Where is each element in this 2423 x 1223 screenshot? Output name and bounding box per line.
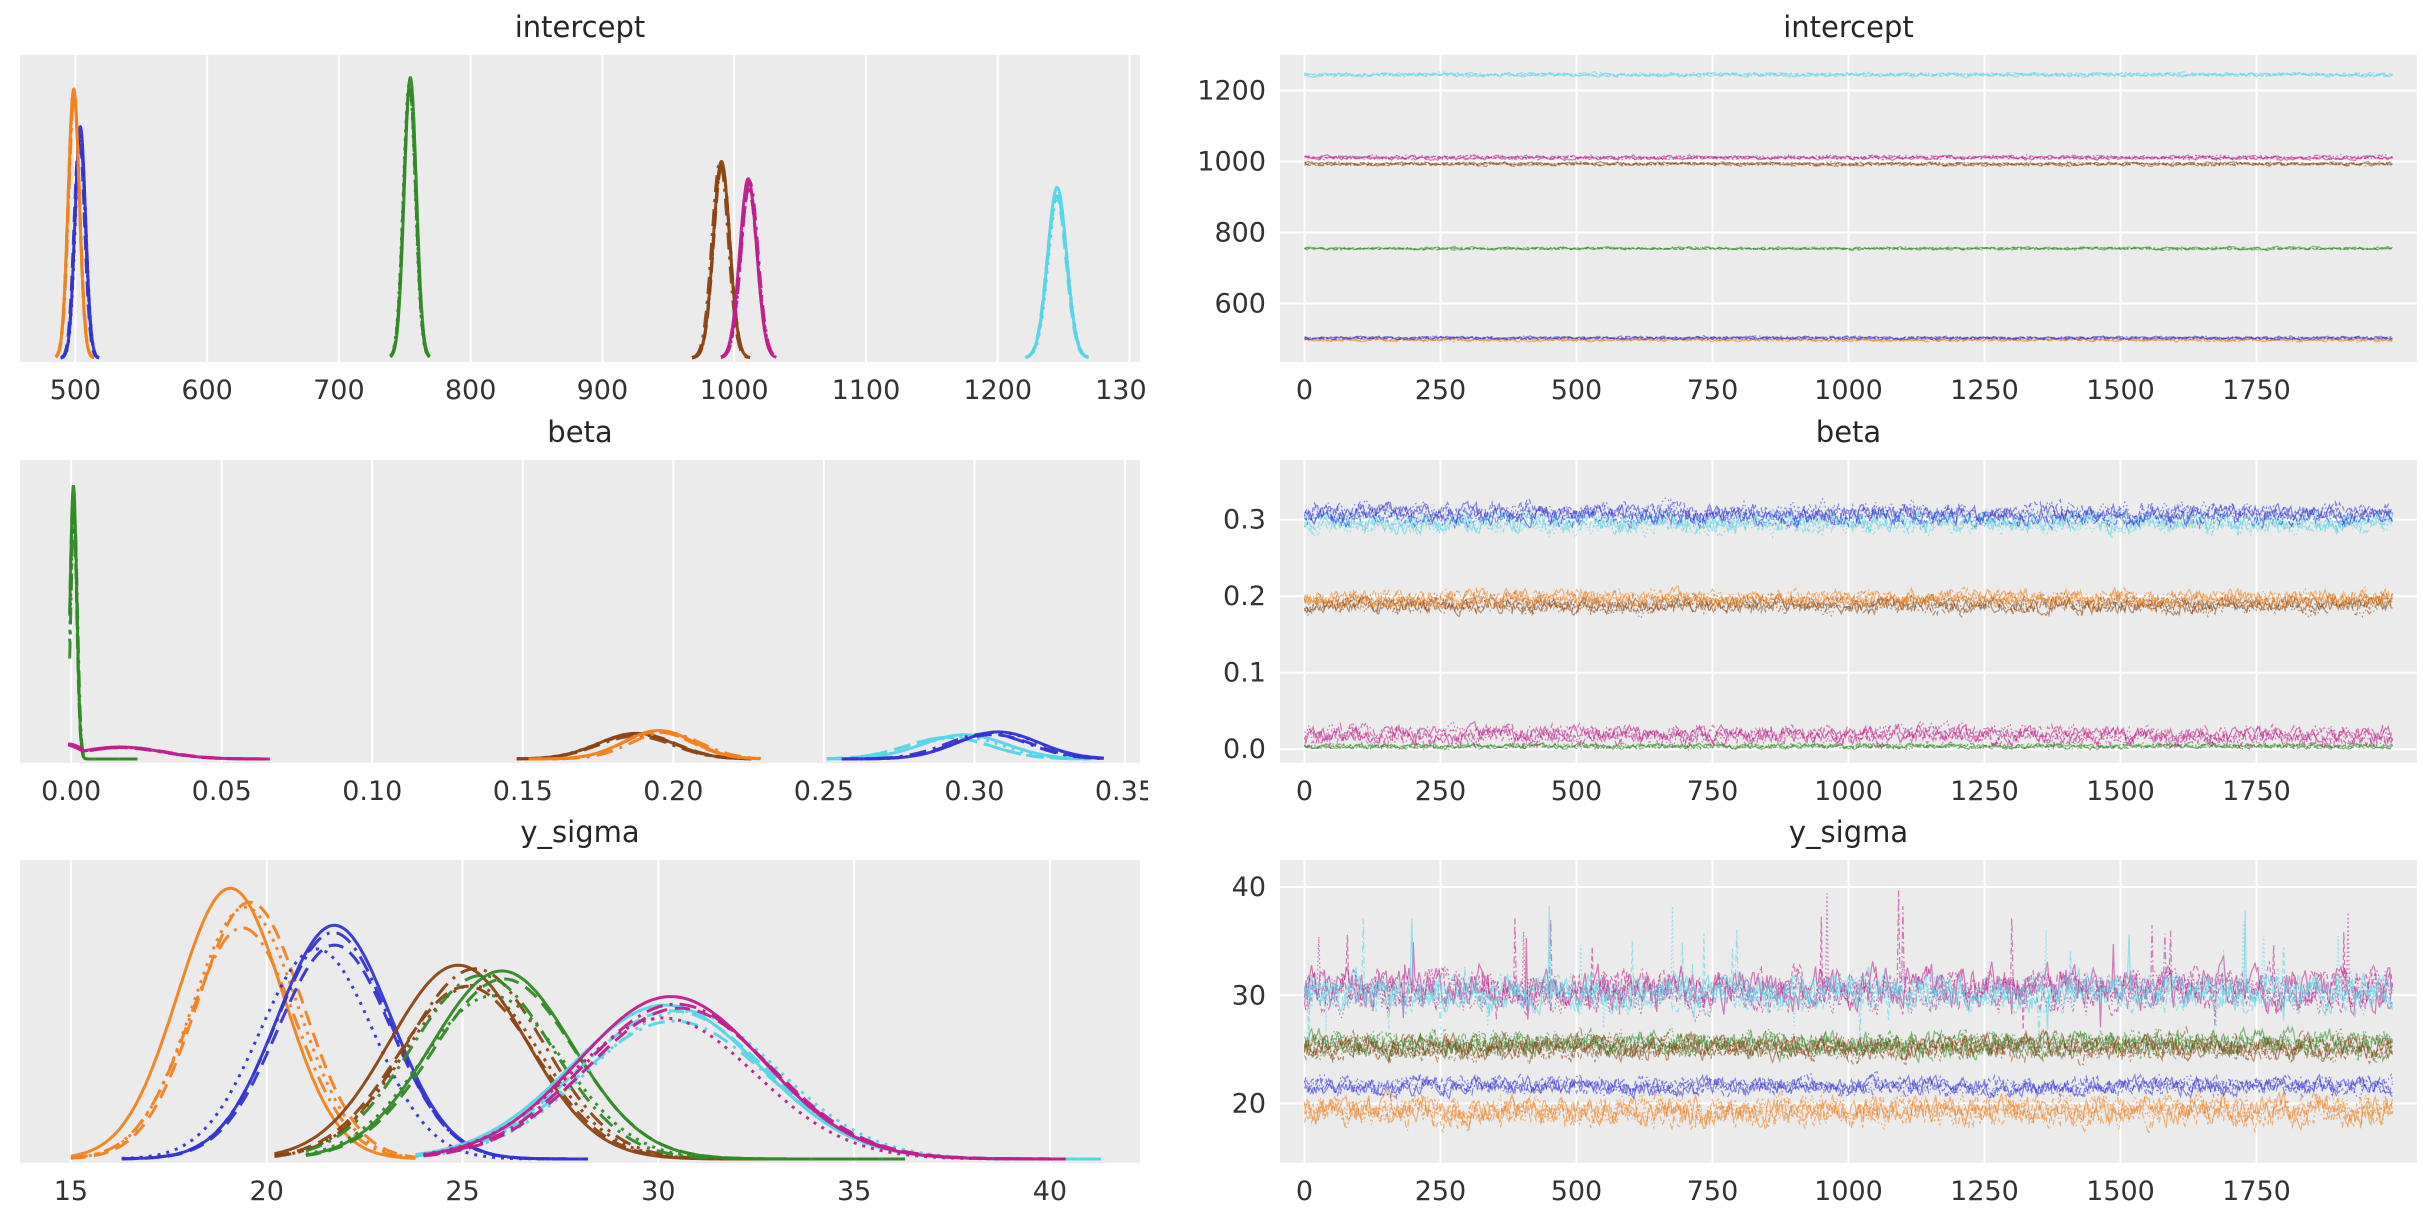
x-tick-label: 0.00 xyxy=(41,776,101,807)
x-tick-label: 1200 xyxy=(963,375,1032,406)
x-tick-label: 0 xyxy=(1296,776,1313,807)
y-tick-label: 1200 xyxy=(1197,75,1266,106)
y-tick-label: 20 xyxy=(1232,1088,1266,1119)
trace-canvas-ysigma: 0 250 500 750 1000 1250 1500 1750 20 30 40 xyxy=(1180,854,2423,1217)
x-tick-label: 1750 xyxy=(2222,375,2291,406)
plot-title-ysigma-trace: y_sigma xyxy=(1788,815,1909,849)
y-tick-label: 0.0 xyxy=(1223,734,1266,765)
x-tick-label: 250 xyxy=(1415,1176,1467,1207)
x-tick-label: 1750 xyxy=(2222,1176,2291,1207)
y-tick-label: 30 xyxy=(1232,980,1266,1011)
x-tick-label: 1500 xyxy=(2086,375,2155,406)
x-tick-label: 1000 xyxy=(700,375,769,406)
x-tick-label: 30 xyxy=(641,1176,675,1207)
x-tick-label: 1300 xyxy=(1095,375,1148,406)
x-tick-label: 20 xyxy=(250,1176,284,1207)
x-tick-label: 0.10 xyxy=(342,776,402,807)
x-tick-label: 600 xyxy=(181,375,233,406)
x-tick-label: 1250 xyxy=(1950,375,2019,406)
x-tick-label: 25 xyxy=(445,1176,479,1207)
x-tick-label: 1000 xyxy=(1814,375,1883,406)
x-tick-label: 750 xyxy=(1687,375,1739,406)
x-tick-label: 1100 xyxy=(832,375,901,406)
trace-canvas-beta: 0 250 500 750 1000 1250 1500 1750 0.0 0.1 0.2 0.3 xyxy=(1180,454,2423,817)
x-tick-label: 35 xyxy=(837,1176,871,1207)
kde-canvas-ysigma: 15 20 25 30 35 40 xyxy=(8,854,1148,1217)
x-tick-label: 900 xyxy=(577,375,629,406)
y-tick-label: 0.2 xyxy=(1223,581,1266,612)
y-tick-label: 600 xyxy=(1214,288,1266,319)
x-tick-label: 750 xyxy=(1687,1176,1739,1207)
x-tick-label: 500 xyxy=(1551,1176,1603,1207)
x-tick-label: 500 xyxy=(1551,776,1603,807)
x-tick-label: 0.05 xyxy=(192,776,252,807)
x-tick-label: 40 xyxy=(1033,1176,1067,1207)
plot-title-intercept-trace: intercept xyxy=(1783,10,1914,44)
x-tick-label: 0 xyxy=(1296,375,1313,406)
x-tick-label: 15 xyxy=(54,1176,88,1207)
x-tick-label: 1000 xyxy=(1814,776,1883,807)
x-tick-label: 0.20 xyxy=(643,776,703,807)
plot-title-beta-posterior: beta xyxy=(547,415,613,449)
x-tick-label: 0 xyxy=(1296,1176,1313,1207)
plot-title-ysigma-posterior: y_sigma xyxy=(520,815,640,849)
x-tick-label: 1250 xyxy=(1950,1176,2019,1207)
x-tick-label: 0.25 xyxy=(794,776,854,807)
x-tick-label: 1500 xyxy=(2086,776,2155,807)
x-tick-label: 700 xyxy=(313,375,365,406)
x-tick-label: 1500 xyxy=(2086,1176,2155,1207)
y-tick-label: 0.1 xyxy=(1223,658,1266,689)
x-tick-label: 800 xyxy=(445,375,497,406)
plot-title-beta-trace: beta xyxy=(1815,415,1882,449)
y-tick-label: 1000 xyxy=(1197,146,1266,177)
kde-canvas-beta: 0.00 0.05 0.10 0.15 0.20 0.25 0.30 0.35 xyxy=(8,454,1148,817)
x-tick-label: 1000 xyxy=(1814,1176,1883,1207)
trace-canvas-intercept: 0 250 500 750 1000 1250 1500 1750 600 800 1000 1200 xyxy=(1180,49,2423,416)
x-tick-label: 250 xyxy=(1415,776,1467,807)
x-tick-label: 1750 xyxy=(2222,776,2291,807)
x-tick-label: 0.35 xyxy=(1095,776,1148,807)
x-tick-label: 750 xyxy=(1687,776,1739,807)
x-tick-label: 0.15 xyxy=(493,776,553,807)
plot-title-intercept-posterior: intercept xyxy=(514,10,646,44)
kde-canvas-intercept: 500 600 700 800 900 1000 1100 1200 1300 xyxy=(8,49,1148,416)
x-tick-label: 500 xyxy=(50,375,102,406)
y-tick-label: 40 xyxy=(1232,872,1266,903)
x-tick-label: 1250 xyxy=(1950,776,2019,807)
x-tick-label: 0.30 xyxy=(944,776,1004,807)
y-tick-label: 0.3 xyxy=(1223,505,1266,536)
y-tick-label: 800 xyxy=(1214,217,1266,248)
x-tick-label: 250 xyxy=(1415,375,1467,406)
x-tick-label: 500 xyxy=(1551,375,1603,406)
